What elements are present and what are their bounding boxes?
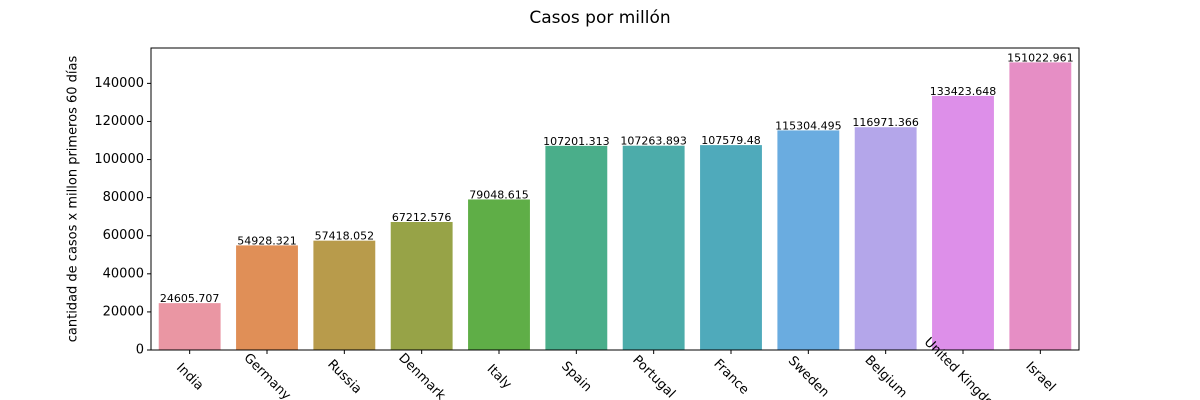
value-label: 24605.707 bbox=[160, 292, 220, 305]
bar bbox=[158, 303, 221, 350]
bar bbox=[468, 199, 530, 350]
y-tick-label: 40000 bbox=[103, 266, 144, 281]
value-label: 116971.366 bbox=[852, 116, 918, 129]
x-tick-label: Russia bbox=[324, 357, 364, 397]
y-tick-label: 60000 bbox=[103, 228, 144, 243]
value-label: 107579.48 bbox=[701, 134, 761, 147]
y-tick-label: 140000 bbox=[94, 76, 144, 91]
bar bbox=[932, 95, 994, 350]
bar bbox=[545, 145, 608, 350]
bar bbox=[700, 145, 762, 350]
value-label: 115304.495 bbox=[775, 119, 841, 132]
y-tick-label: 80000 bbox=[103, 190, 144, 205]
bar bbox=[313, 240, 376, 350]
x-tick-label: Portugal bbox=[629, 353, 678, 400]
x-tick-label: Italy bbox=[484, 362, 515, 393]
x-tick-label: Denmark bbox=[395, 351, 448, 400]
bar bbox=[1009, 62, 1072, 350]
plot-frame bbox=[150, 47, 1080, 351]
value-label: 57418.052 bbox=[315, 230, 375, 243]
y-axis-label: cantidad de casos x millon primeros 60 d… bbox=[66, 56, 81, 343]
value-label: 67212.576 bbox=[392, 211, 452, 224]
x-tick-label: France bbox=[710, 356, 751, 397]
bar bbox=[854, 127, 917, 351]
bar bbox=[777, 130, 840, 350]
value-label: 107201.313 bbox=[543, 135, 609, 148]
bar bbox=[390, 221, 453, 350]
value-label: 54928.321 bbox=[237, 234, 297, 247]
x-tick-label: Belgium bbox=[862, 353, 910, 400]
value-label: 133423.648 bbox=[930, 85, 996, 98]
x-tick-label: Spain bbox=[558, 359, 594, 395]
x-tick-label: Sweden bbox=[785, 354, 832, 400]
value-label: 79048.615 bbox=[469, 188, 529, 201]
y-tick-label: 120000 bbox=[94, 114, 144, 129]
y-tick-label: 0 bbox=[136, 343, 144, 358]
value-label: 151022.961 bbox=[1007, 51, 1073, 64]
y-tick-label: 20000 bbox=[103, 304, 144, 319]
bar bbox=[236, 245, 298, 350]
x-tick-label: India bbox=[173, 360, 206, 393]
bar bbox=[622, 145, 685, 350]
value-label: 107263.893 bbox=[620, 135, 686, 148]
y-tick-label: 100000 bbox=[94, 152, 144, 167]
chart-title: Casos por millón bbox=[529, 8, 670, 28]
x-tick-label: Israel bbox=[1022, 359, 1058, 395]
x-tick-label: Germany bbox=[241, 351, 294, 400]
